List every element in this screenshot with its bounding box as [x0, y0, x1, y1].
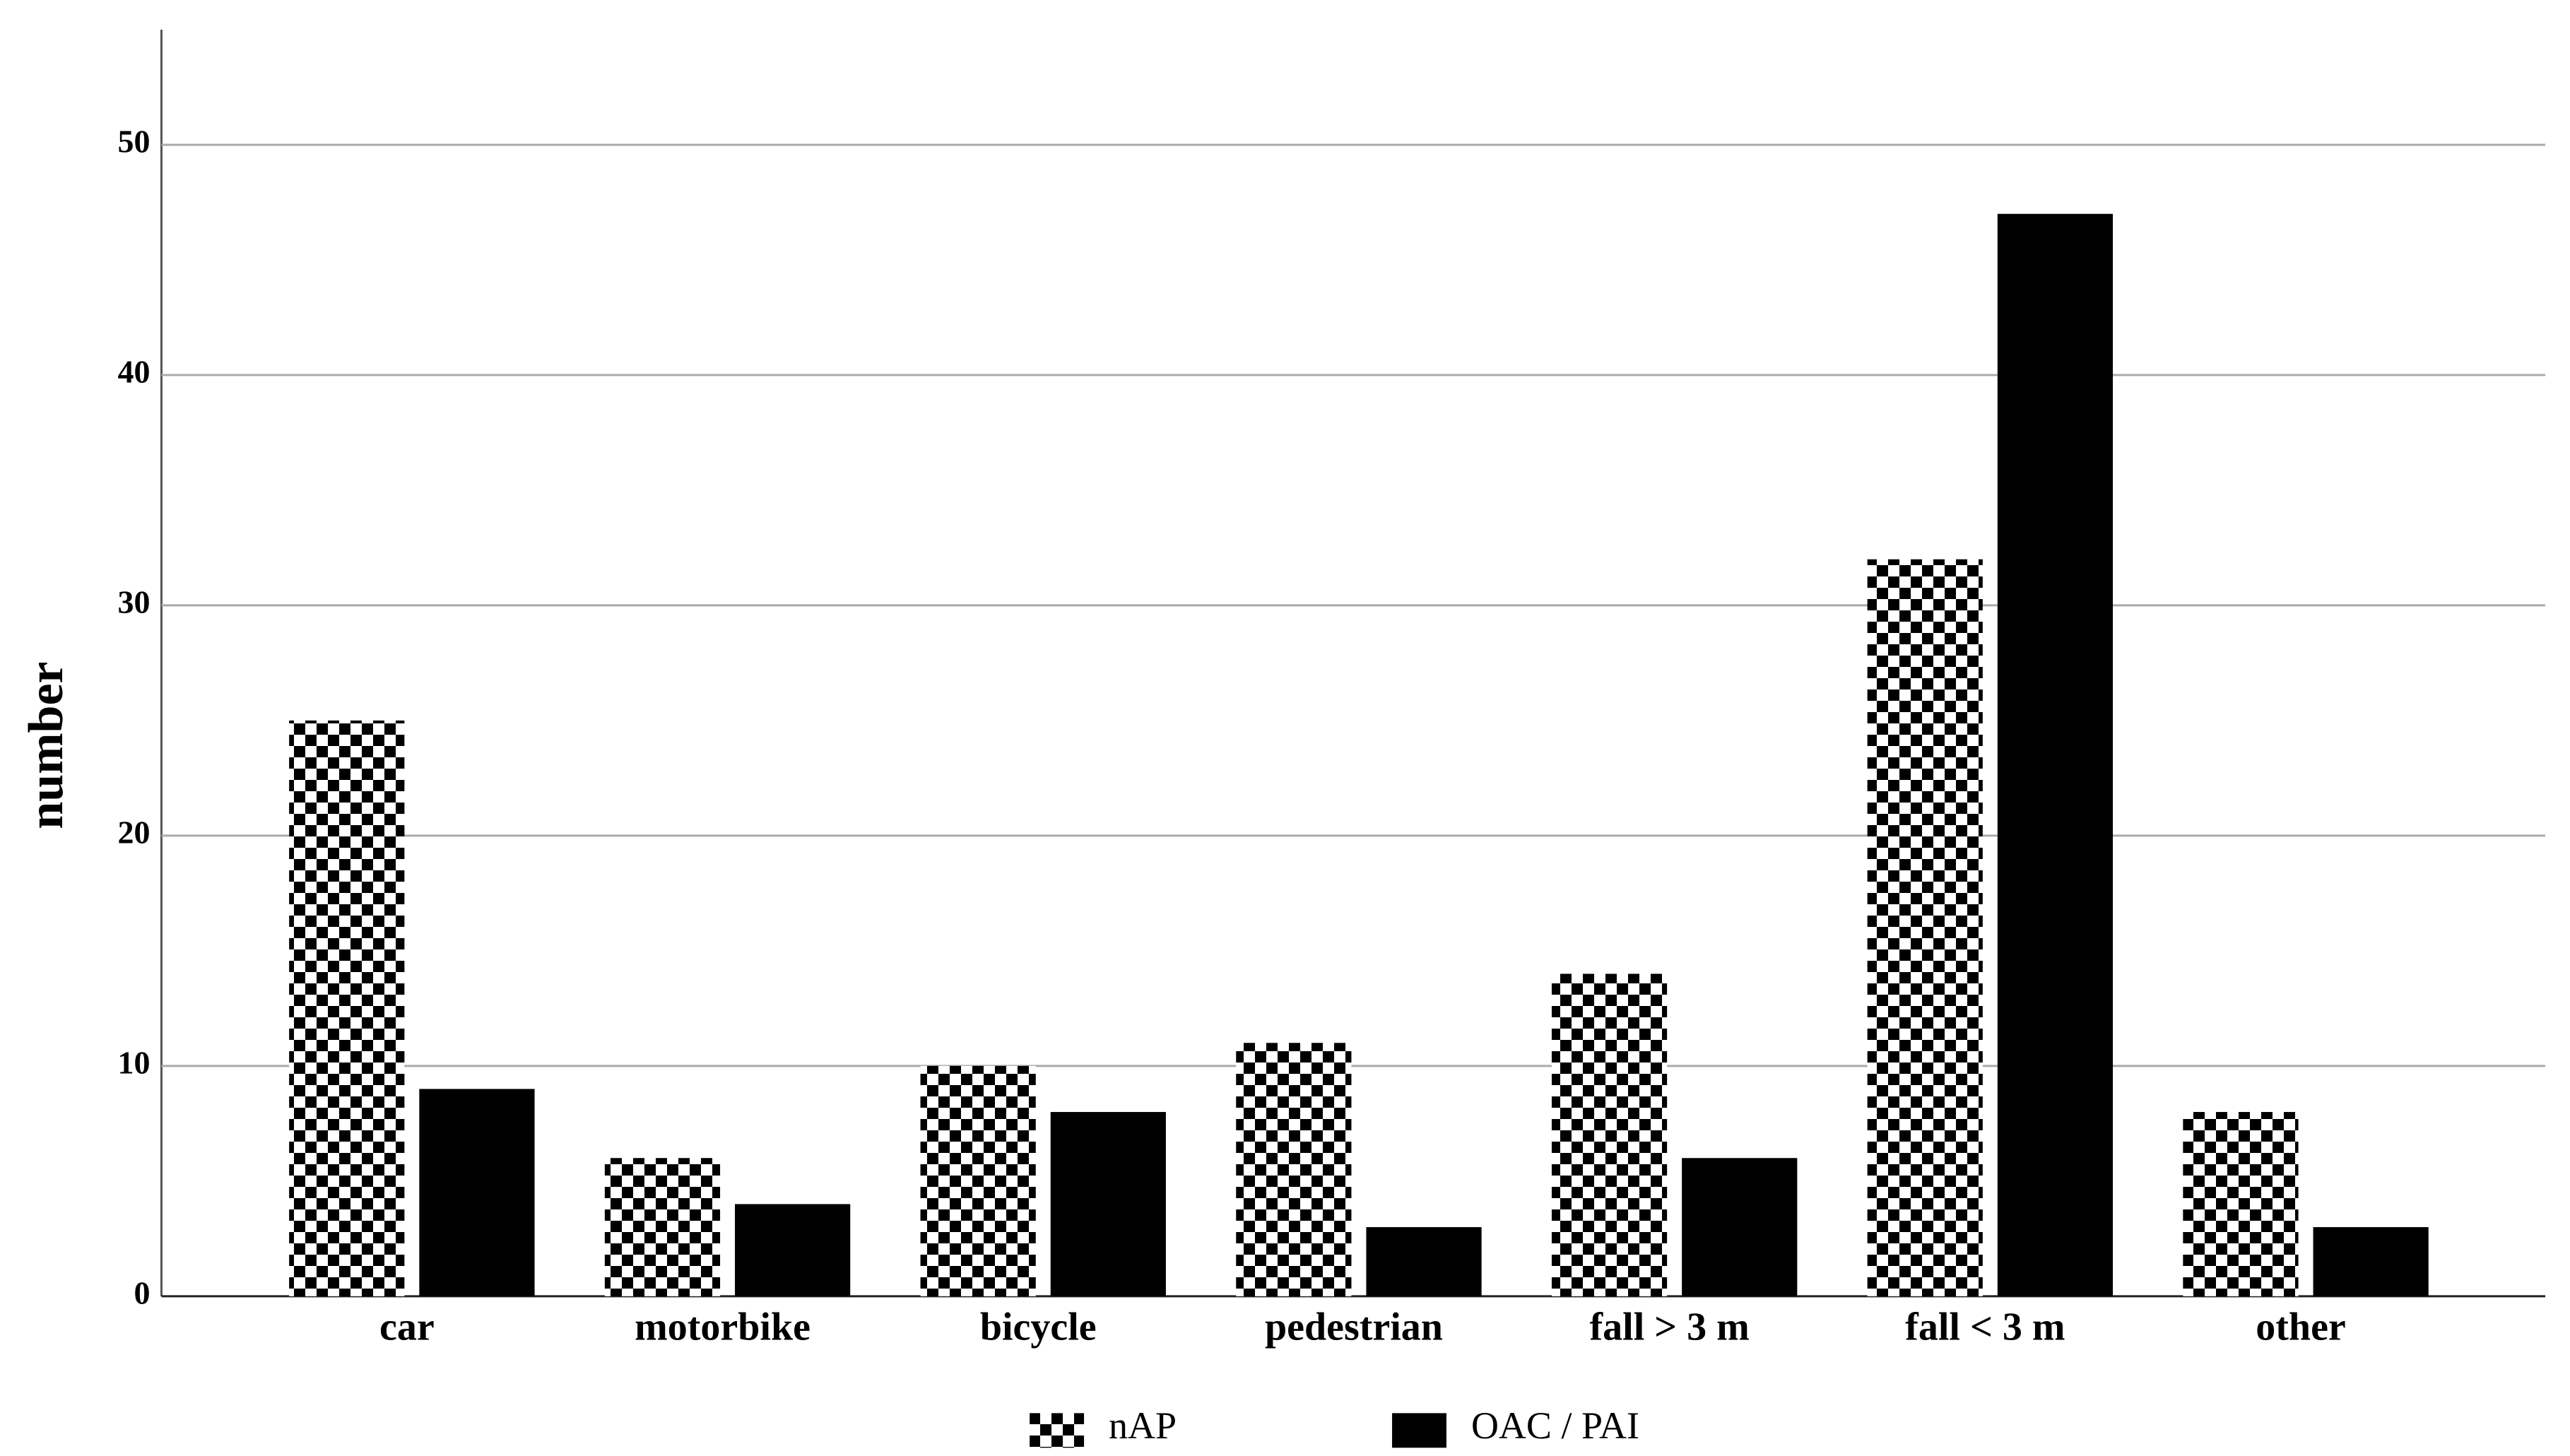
bar [1236, 1043, 1352, 1296]
bar [735, 1204, 851, 1296]
bar [1551, 973, 1668, 1296]
x-tick-label: car [379, 1306, 435, 1349]
x-tick-label: fall > 3 m [1589, 1306, 1749, 1349]
y-tick-label: 50 [117, 124, 150, 160]
bar [1867, 559, 1983, 1296]
bar [289, 720, 405, 1296]
y-tick-label: 10 [117, 1044, 150, 1080]
y-tick-label: 40 [117, 353, 150, 389]
bar [920, 1065, 1036, 1296]
y-tick-label: 30 [117, 584, 150, 620]
x-tick-label: bicycle [980, 1306, 1097, 1349]
y-axis-label: number [19, 661, 73, 829]
bar [604, 1158, 721, 1296]
x-tick-label: fall < 3 m [1905, 1306, 2065, 1349]
legend-label: nAP [1109, 1404, 1177, 1447]
legend-swatch [1030, 1413, 1085, 1448]
y-tick-label: 20 [117, 814, 150, 850]
bar [1682, 1158, 1798, 1296]
bar [1050, 1112, 1166, 1296]
legend-label: OAC / PAI [1471, 1404, 1639, 1447]
bar [419, 1089, 535, 1296]
bar [2183, 1112, 2299, 1296]
legend-swatch [1392, 1413, 1446, 1448]
x-tick-label: motorbike [635, 1306, 811, 1349]
y-tick-label: 0 [134, 1274, 150, 1310]
bar [2313, 1227, 2429, 1296]
x-tick-label: pedestrian [1265, 1306, 1443, 1349]
bar [1997, 213, 2114, 1296]
bar [1366, 1227, 1482, 1296]
x-tick-label: other [2256, 1306, 2346, 1349]
